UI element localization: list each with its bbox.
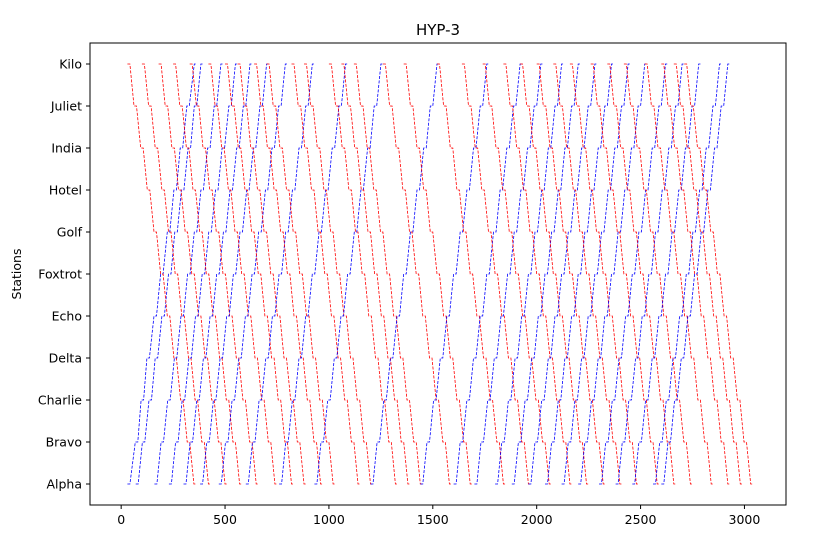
- train-path-northbound-16: [245, 63, 315, 485]
- train-path-northbound-9: [183, 63, 253, 485]
- train-path-southbound-3: [127, 63, 197, 485]
- train-path-northbound-33: [474, 63, 544, 485]
- train-path-northbound-41: [545, 63, 614, 485]
- train-path-southbound-23: [328, 63, 398, 485]
- train-path-northbound-56: [661, 63, 731, 485]
- y-tick-label-juliet: Juliet: [50, 99, 82, 114]
- y-axis-label: Stations: [9, 249, 24, 300]
- train-path-southbound-57: [684, 63, 754, 485]
- axis-ticks: 0 500 1000 1500 2000 2500 3000 Alpha Bravo Charli…: [38, 57, 760, 528]
- train-path-southbound-48: [607, 63, 677, 485]
- train-path-southbound-42: [553, 63, 623, 485]
- y-tick-label-bravo: Bravo: [46, 435, 82, 450]
- train-path-southbound-30: [437, 63, 506, 485]
- train-path-southbound-24: [341, 63, 411, 485]
- train-path-northbound-5: [154, 63, 224, 485]
- train-path-southbound-20: [291, 63, 361, 485]
- train-path-southbound-15: [237, 63, 307, 485]
- train-path-southbound-34: [482, 63, 552, 485]
- train-path-southbound-8: [173, 63, 243, 485]
- y-tick-label-kilo: Kilo: [59, 57, 82, 72]
- y-tick-label-foxtrot: Foxtrot: [38, 267, 82, 282]
- train-path-southbound-36: [503, 63, 573, 485]
- train-path-northbound-2: [135, 63, 204, 485]
- train-path-northbound-11: [200, 63, 270, 485]
- chart-title: HYP-3: [416, 21, 460, 39]
- y-tick-label-delta: Delta: [49, 351, 82, 366]
- train-path-southbound-40: [536, 63, 606, 485]
- train-path-northbound-45: [578, 63, 648, 485]
- train-path-northbound-43: [561, 63, 631, 485]
- train-path-southbound-32: [461, 63, 531, 485]
- y-tick-label-charlie: Charlie: [38, 393, 82, 408]
- train-path-northbound-35: [495, 63, 565, 485]
- train-path-southbound-17: [254, 63, 324, 485]
- train-path-southbound-52: [644, 63, 714, 485]
- train-path-northbound-37: [511, 63, 581, 485]
- train-path-southbound-14: [225, 63, 294, 485]
- train-path-southbound-54: [661, 63, 731, 485]
- train-path-northbound-49: [615, 63, 685, 485]
- train-path-northbound-13: [218, 63, 288, 485]
- y-tick-label-golf: Golf: [57, 225, 83, 240]
- train-path-southbound-10: [189, 63, 259, 485]
- train-path-northbound-7: [168, 63, 238, 485]
- train-path-northbound-51: [632, 63, 702, 485]
- y-tick-label-hotel: Hotel: [49, 183, 82, 198]
- train-path-southbound-27: [382, 63, 452, 485]
- train-path-southbound-46: [590, 63, 660, 485]
- y-tick-label-echo: Echo: [52, 309, 82, 324]
- train-path-southbound-50: [623, 63, 693, 485]
- train-path-northbound-53: [653, 63, 722, 485]
- train-path-northbound-22: [314, 63, 384, 485]
- train-path-northbound-1: [127, 63, 197, 485]
- train-path-southbound-4: [141, 63, 211, 485]
- x-tick-label: 500: [213, 512, 237, 527]
- train-paths: [127, 63, 754, 485]
- train-path-southbound-12: [208, 63, 278, 485]
- train-path-southbound-18: [266, 63, 336, 485]
- train-path-southbound-44: [569, 63, 639, 485]
- train-path-southbound-25: [353, 63, 423, 485]
- train-path-southbound-28: [403, 63, 473, 485]
- x-tick-label: 1000: [313, 512, 345, 527]
- train-path-southbound-21: [304, 63, 373, 485]
- x-tick-label: 3000: [729, 512, 761, 527]
- train-path-northbound-47: [599, 63, 668, 485]
- train-path-northbound-26: [370, 63, 440, 485]
- train-path-southbound-38: [520, 63, 589, 485]
- x-tick-label: 0: [117, 512, 125, 527]
- train-path-northbound-19: [279, 63, 348, 485]
- train-path-southbound-6: [158, 63, 228, 485]
- train-path-northbound-39: [528, 63, 598, 485]
- train-path-southbound-55: [673, 63, 743, 485]
- train-path-northbound-31: [453, 63, 523, 485]
- train-path-northbound-29: [420, 63, 490, 485]
- y-tick-label-alpha: Alpha: [46, 477, 82, 492]
- x-tick-label: 2000: [521, 512, 553, 527]
- x-tick-label: 2500: [625, 512, 657, 527]
- y-tick-label-india: India: [51, 141, 82, 156]
- x-tick-label: 1500: [417, 512, 449, 527]
